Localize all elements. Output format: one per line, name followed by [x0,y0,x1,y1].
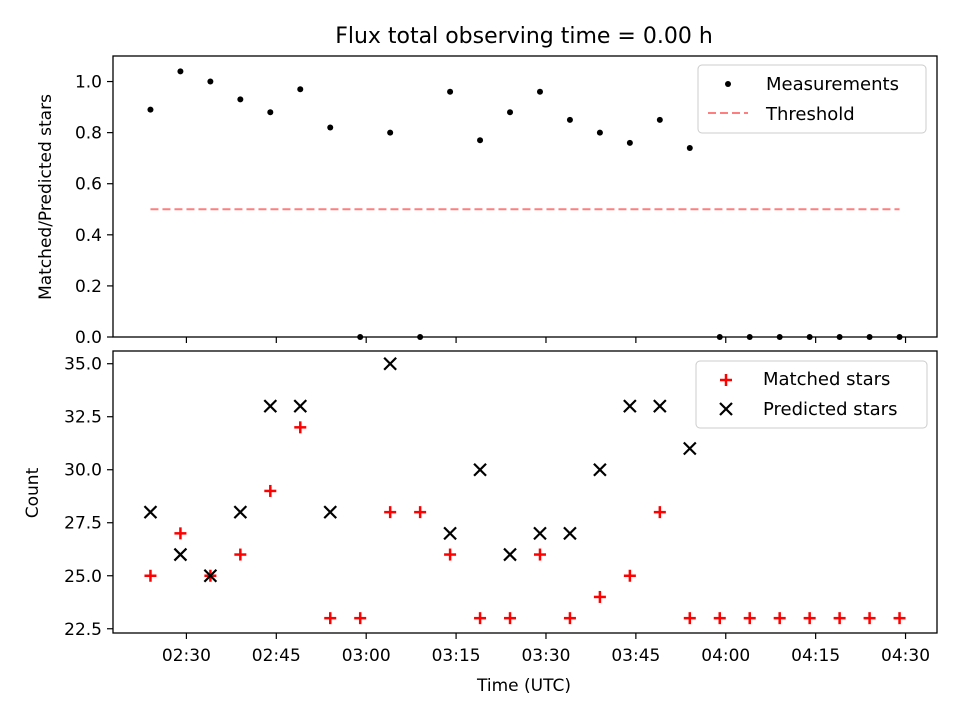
measurement-point [177,68,184,75]
top-y-tick-label: 1.0 [75,73,102,93]
matched-star-marker [743,612,756,625]
matched-star-marker [444,548,457,561]
measurement-point [207,78,214,85]
measurement-point [447,88,454,95]
bottom-y-tick-label: 22.5 [64,620,102,640]
legend-marker-measurements [725,81,731,87]
matched-star-marker [174,527,187,540]
bottom-panel: 22.5 25.0 27.5 30.0 32.5 35.0 02:30 02:45 03:00… [23,350,938,696]
matched-star-marker [414,506,427,519]
predicted-star-marker [323,505,338,519]
matched-star-marker [593,590,606,603]
x-tick-label: 03:00 [342,646,391,666]
bottom-y-tick-label: 27.5 [64,514,102,534]
predicted-star-marker [293,399,308,413]
measurement-point [596,129,603,136]
measurement-point [686,144,693,151]
matched-star-marker [713,612,726,625]
measurement-point [477,137,484,144]
matched-star-marker [384,506,397,519]
legend-marker-matched-stars [720,374,732,386]
predicted-star-marker [533,526,547,541]
x-tick-label: 02:45 [252,646,301,666]
x-tick-label: 04:15 [791,646,840,666]
measurement-point [237,96,244,103]
x-tick-label: 02:30 [162,646,211,666]
predicted-star-marker [233,505,248,519]
matched-star-marker [144,569,157,582]
matched-star-marker [623,569,636,582]
matched-star-marker [893,612,906,625]
matched-star-marker [294,421,307,434]
top-y-tick-label: 0.4 [75,226,102,246]
matched-star-marker [773,612,786,625]
measurement-point [297,86,304,93]
top-panel: 0.0 0.2 0.4 0.6 0.8 1.0 Matched/Predicted sta… [36,55,938,348]
measurement-point [656,116,663,123]
matched-star-marker [264,484,277,497]
x-tick-label: 04:30 [881,646,930,666]
matched-star-marker [504,612,517,625]
top-y-tick-label: 0.8 [75,124,102,144]
legend-label-predicted-stars: Predicted stars [763,399,897,420]
bottom-y-axis-label: Count [23,467,43,518]
measurement-point [507,109,514,116]
matched-star-marker [863,612,876,625]
bottom-y-tick-label: 32.5 [64,408,102,428]
measurement-point [267,109,274,116]
predicted-star-marker [563,526,577,541]
matched-star-marker [803,612,816,625]
top-panel-frame [112,55,938,338]
bottom-y-tick-label: 35.0 [64,355,102,375]
x-axis-label: Time (UTC) [476,676,571,696]
predicted-star-marker [593,462,607,477]
matched-star-marker [653,506,666,519]
predicted-star-marker [653,399,667,413]
legend-marker-predicted-stars [719,402,733,416]
chart-title: Flux total observing time = 0.00 h [335,24,713,49]
top-y-tick-label: 0.6 [75,175,102,195]
predicted-star-marker [173,547,188,562]
matched-star-marker [474,612,487,625]
bottom-legend: Matched stars Predicted stars [695,360,928,429]
bottom-y-tick-label: 30.0 [64,461,102,481]
matched-star-marker [683,612,696,625]
bottom-panel-frame [112,350,938,634]
top-y-axis-label: Matched/Predicted stars [36,94,56,300]
top-legend: Measurements Threshold [697,64,927,134]
predicted-star-marker [383,356,397,371]
measurement-point [387,129,394,136]
predicted-star-marker [503,547,517,562]
top-y-tick-label: 0.2 [75,277,102,297]
legend-label-matched-stars: Matched stars [763,369,890,390]
matched-star-marker [833,612,846,625]
predicted-star-marker [443,526,457,541]
measurement-point [566,116,573,123]
predicted-star-marker [683,441,697,456]
x-tick-label: 03:30 [521,646,570,666]
matched-star-marker [563,612,576,625]
predicted-star-marker [473,462,487,477]
matched-star-marker [354,612,367,625]
predicted-star-marker [203,568,218,583]
measurement-point [626,139,633,146]
matched-star-marker [533,548,546,561]
predicted-star-marker [623,399,637,413]
x-tick-label: 03:15 [432,646,481,666]
bottom-y-tick-label: 25.0 [64,567,102,587]
matched-star-marker [324,612,337,625]
predicted-star-marker [263,399,278,413]
predicted-star-marker [143,505,158,519]
x-tick-label: 03:45 [611,646,660,666]
x-tick-label: 04:00 [701,646,750,666]
legend-label-measurements: Measurements [766,74,899,95]
matched-star-marker [234,548,247,561]
measurement-point [536,88,543,95]
legend-label-threshold: Threshold [765,104,855,125]
measurement-point [327,124,334,131]
top-y-tick-label: 0.0 [75,328,102,348]
measurement-point [147,106,154,113]
